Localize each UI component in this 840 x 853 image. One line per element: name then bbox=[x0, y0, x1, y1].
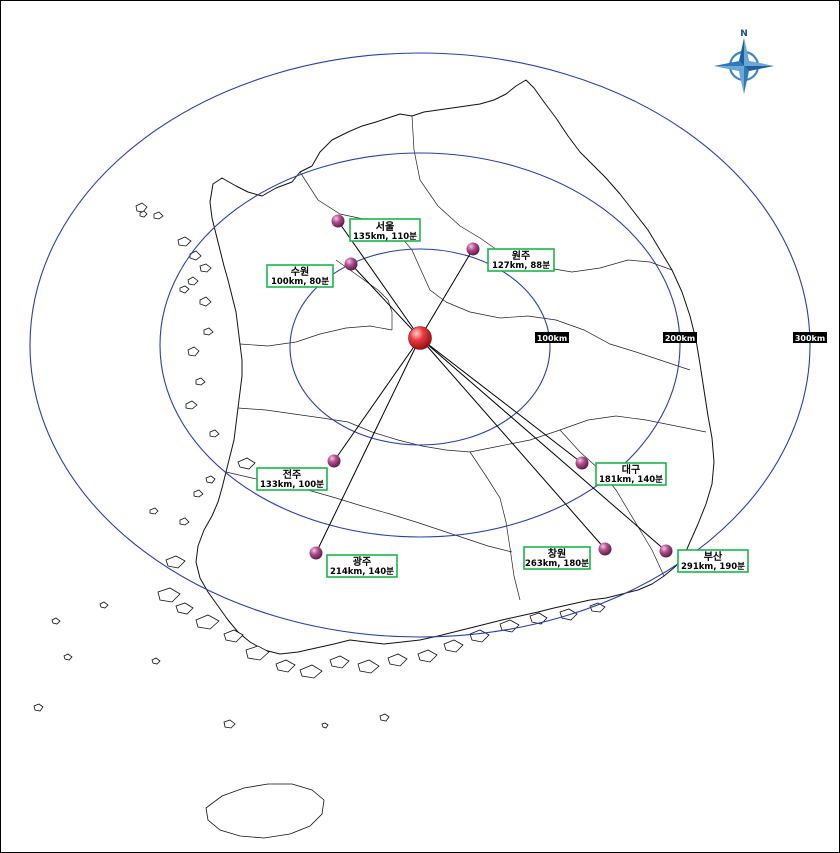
city-label-box bbox=[487, 248, 555, 272]
route-lines bbox=[315, 220, 667, 554]
city-info: 100km, 80분 bbox=[271, 277, 329, 287]
ring-label-200km: 200km bbox=[663, 332, 697, 343]
city-info: 133km, 100분 bbox=[260, 480, 324, 490]
route-line-wonju bbox=[419, 248, 474, 339]
city-name: 대구 bbox=[622, 463, 640, 476]
city-info: 214km, 140분 bbox=[330, 567, 394, 577]
compass-icon: N bbox=[714, 29, 774, 94]
city-marker[interactable] bbox=[331, 214, 345, 228]
city-label-box bbox=[349, 218, 421, 242]
distance-rings bbox=[29, 52, 811, 638]
city-marker[interactable] bbox=[659, 544, 673, 558]
route-line-busan bbox=[419, 337, 667, 552]
city-jeonju[interactable]: 전주 133km, 100분 bbox=[256, 454, 341, 491]
city-busan[interactable]: 부산 291km, 190분 bbox=[659, 544, 749, 573]
city-name: 원주 bbox=[512, 249, 530, 262]
city-label-box bbox=[677, 549, 749, 573]
city-label-box bbox=[595, 462, 667, 486]
ring-label-300km: 300km bbox=[793, 332, 827, 343]
svg-text:100km: 100km bbox=[537, 334, 567, 343]
ring-300km bbox=[29, 52, 811, 638]
city-marker[interactable] bbox=[575, 456, 589, 470]
city-changwon[interactable]: 창원 263km, 180분 bbox=[523, 542, 612, 570]
city-name: 수원 bbox=[291, 265, 309, 278]
center-marker[interactable] bbox=[408, 326, 432, 350]
svg-text:200km: 200km bbox=[665, 334, 695, 343]
city-marker[interactable] bbox=[598, 542, 612, 556]
route-line-jeonju bbox=[333, 337, 421, 462]
south-islands bbox=[33, 555, 606, 729]
city-label-box bbox=[523, 546, 591, 570]
city-name: 서울 bbox=[376, 220, 394, 233]
city-info: 135km, 110분 bbox=[353, 232, 417, 242]
svg-text:300km: 300km bbox=[795, 334, 825, 343]
route-line-daegu bbox=[419, 337, 583, 464]
jeju-island bbox=[205, 783, 325, 839]
city-label-box bbox=[326, 554, 398, 578]
ring-200km bbox=[159, 152, 681, 538]
city-daegu[interactable]: 대구 181km, 140분 bbox=[575, 456, 667, 486]
city-name: 부산 bbox=[704, 550, 723, 563]
city-marker[interactable] bbox=[327, 454, 341, 468]
ring-label-100km: 100km bbox=[535, 332, 569, 343]
city-wonju[interactable]: 원주 127km, 88분 bbox=[466, 242, 555, 272]
route-line-gwangju bbox=[315, 337, 421, 554]
center-location[interactable] bbox=[408, 326, 432, 350]
city-marker[interactable] bbox=[309, 546, 323, 560]
mainland-outline bbox=[195, 79, 715, 655]
city-name: 전주 bbox=[283, 468, 301, 481]
west-islands bbox=[135, 202, 256, 526]
city-marker[interactable] bbox=[466, 242, 480, 256]
route-line-suwon bbox=[350, 263, 421, 339]
route-line-changwon bbox=[419, 337, 606, 550]
city-gwangju[interactable]: 광주 214km, 140분 bbox=[309, 546, 398, 578]
city-label-box bbox=[256, 467, 328, 491]
city-info: 263km, 180분 bbox=[525, 559, 589, 569]
city-info: 291km, 190분 bbox=[681, 562, 745, 572]
compass-north-label: N bbox=[740, 29, 748, 39]
city-name: 창원 bbox=[548, 547, 566, 560]
city-suwon[interactable]: 수원 100km, 80분 bbox=[266, 257, 358, 288]
city-info: 181km, 140분 bbox=[599, 475, 663, 485]
city-label-box bbox=[266, 264, 334, 288]
city-marker[interactable] bbox=[344, 257, 358, 271]
ring-100km bbox=[289, 248, 551, 446]
province-boundaries bbox=[225, 115, 707, 601]
city-name: 광주 bbox=[353, 556, 371, 568]
city-seoul[interactable]: 서울 135km, 110분 bbox=[331, 214, 421, 243]
city-info: 127km, 88분 bbox=[492, 261, 550, 271]
